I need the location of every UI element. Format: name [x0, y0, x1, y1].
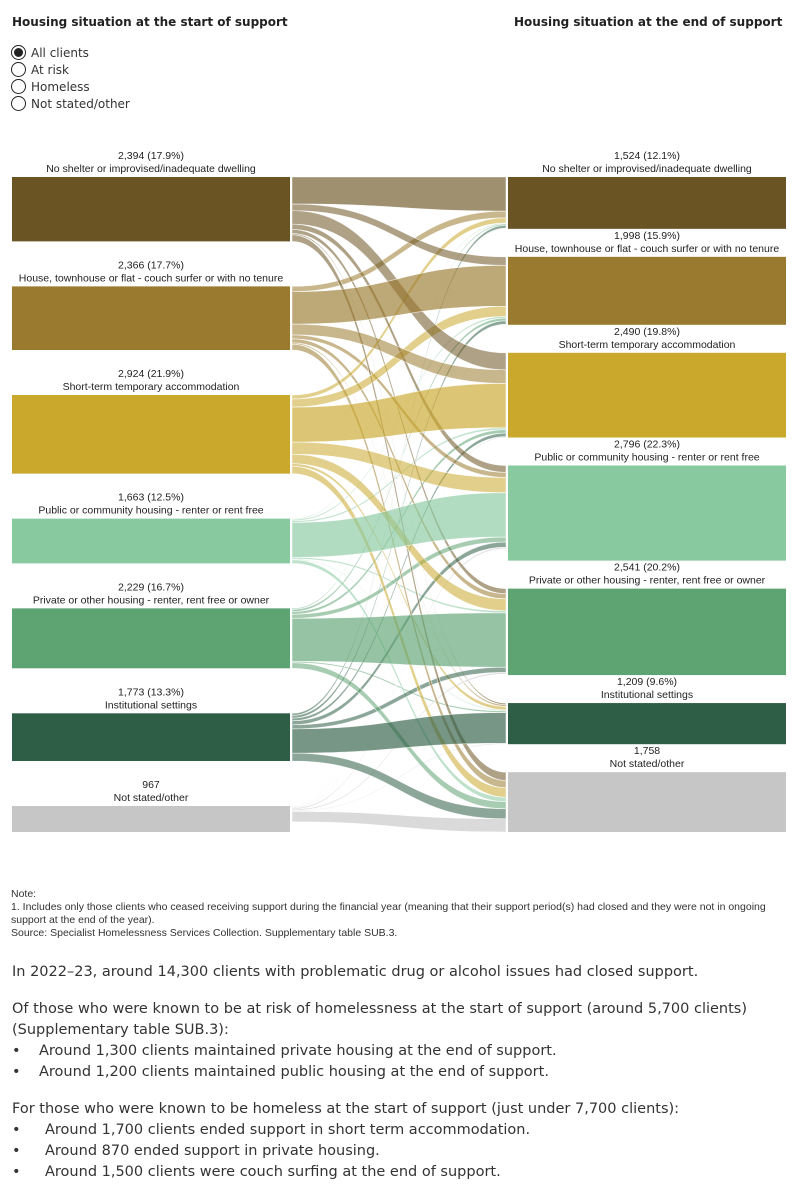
- flow-not_stated-to-institutional[interactable]: [291, 742, 507, 812]
- list-item: • Around 1,300 clients maintained private…: [12, 1041, 792, 1062]
- summary-paragraph-3: For those who were known to be homeless …: [12, 1101, 680, 1117]
- end-node-value-label: 1,209 (9.6%): [617, 676, 677, 688]
- end-node-couch_surfer[interactable]: [508, 256, 786, 325]
- flow-not_stated-to-not_stated[interactable]: [291, 811, 507, 833]
- sankey-nodes: [12, 177, 786, 832]
- end-node-value-label: 1,524 (12.1%): [614, 150, 680, 162]
- end-node-private[interactable]: [508, 588, 786, 676]
- end-node-category-label: Public or community housing - renter or …: [534, 452, 759, 464]
- bullet-glyph: •: [12, 1043, 21, 1059]
- start-node-value-label: 1,773 (13.3%): [118, 686, 184, 698]
- bullet-glyph: •: [12, 1122, 21, 1138]
- radio-icon: [11, 96, 26, 111]
- end-node-value-label: 2,490 (19.8%): [614, 326, 680, 338]
- bullet-glyph: •: [12, 1143, 21, 1159]
- end-node-no_shelter[interactable]: [508, 177, 786, 229]
- flow-private-to-private[interactable]: [291, 612, 507, 668]
- end-node-category-label: No shelter or improvised/inadequate dwel…: [542, 163, 752, 175]
- summary-paragraph-2: Of those who were known to be at risk of…: [12, 1001, 748, 1038]
- filter-option-label: Not stated/other: [31, 96, 130, 111]
- end-node-public[interactable]: [508, 465, 786, 561]
- filter-option-label: At risk: [31, 62, 69, 77]
- source-note: Source: Specialist Homelessness Services…: [11, 927, 398, 939]
- start-node-category-label: Private or other housing - renter, rent …: [33, 594, 270, 606]
- start-node-short_term[interactable]: [12, 395, 290, 474]
- start-node-not_stated[interactable]: [12, 805, 290, 832]
- sankey-chart: 2,394 (17.9%)No shelter or improvised/in…: [12, 150, 786, 833]
- sankey-labels: 2,394 (17.9%)No shelter or improvised/in…: [19, 150, 780, 804]
- filter-option-label: All clients: [31, 45, 89, 60]
- start-node-category-label: Public or community housing - renter or …: [38, 505, 263, 517]
- bullet-text: Around 1,300 clients maintained private …: [39, 1043, 557, 1059]
- end-node-category-label: House, townhouse or flat - couch surfer …: [515, 243, 780, 255]
- filter-option-at-risk[interactable]: At risk: [11, 61, 130, 78]
- end-node-value-label: 1,758: [634, 745, 660, 757]
- radio-icon: [11, 79, 26, 94]
- flow-public-to-public[interactable]: [291, 492, 507, 558]
- client-filter: All clients At risk Homeless Not stated/…: [11, 44, 130, 112]
- flow-couch_surfer-to-no_shelter[interactable]: [291, 210, 507, 293]
- filter-option-all-clients[interactable]: All clients: [11, 44, 130, 61]
- bullet-glyph: •: [12, 1164, 21, 1180]
- radio-icon: [11, 62, 26, 77]
- start-node-category-label: Not stated/other: [114, 792, 189, 804]
- start-node-category-label: House, townhouse or flat - couch surfer …: [19, 272, 284, 284]
- end-node-not_stated[interactable]: [508, 772, 786, 832]
- radio-icon: [11, 45, 26, 60]
- start-node-value-label: 2,366 (17.7%): [118, 259, 184, 271]
- note-heading: Note:: [11, 888, 37, 900]
- start-column-title: Housing situation at the start of suppor…: [12, 15, 288, 29]
- start-node-private[interactable]: [12, 608, 290, 669]
- end-column-title: Housing situation at the end of support: [514, 15, 783, 29]
- end-node-category-label: Private or other housing - renter, rent …: [529, 575, 766, 587]
- flow-institutional-to-private[interactable]: [291, 666, 507, 730]
- bullet-text: Around 1,200 clients maintained public h…: [39, 1064, 549, 1080]
- filter-option-not-stated[interactable]: Not stated/other: [11, 95, 130, 112]
- sankey-flows: [291, 176, 507, 833]
- filter-option-label: Homeless: [31, 79, 90, 94]
- end-node-category-label: Short-term temporary accommodation: [559, 339, 736, 351]
- filter-option-homeless[interactable]: Homeless: [11, 78, 130, 95]
- start-node-no_shelter[interactable]: [12, 177, 290, 242]
- start-node-value-label: 1,663 (12.5%): [118, 492, 184, 504]
- flow-no_shelter-to-no_shelter[interactable]: [291, 176, 507, 212]
- start-node-value-label: 2,229 (16.7%): [118, 581, 184, 593]
- flow-short_term-to-short_term[interactable]: [291, 383, 507, 443]
- end-node-value-label: 2,796 (22.3%): [614, 439, 680, 451]
- bullet-text: Around 1,500 clients were couch surfing …: [45, 1164, 501, 1180]
- bullet-glyph: •: [12, 1064, 21, 1080]
- summary-paragraph-1: In 2022–23, around 14,300 clients with p…: [12, 964, 699, 980]
- list-item: • Around 1,700 clients ended support in s…: [12, 1120, 792, 1141]
- end-node-category-label: Institutional settings: [601, 689, 693, 701]
- flow-institutional-to-institutional[interactable]: [291, 712, 507, 754]
- end-node-category-label: Not stated/other: [610, 758, 685, 770]
- start-node-value-label: 967: [142, 779, 160, 791]
- end-node-short_term[interactable]: [508, 352, 786, 438]
- start-node-category-label: Short-term temporary accommodation: [63, 381, 240, 393]
- radio-selected-dot: [14, 48, 23, 57]
- start-node-value-label: 2,394 (17.9%): [118, 150, 184, 162]
- end-node-value-label: 1,998 (15.9%): [614, 230, 680, 242]
- list-item: • Around 870 ended support in private hou…: [12, 1141, 792, 1162]
- end-node-value-label: 2,541 (20.2%): [614, 562, 680, 574]
- summary-text: In 2022–23, around 14,300 clients with p…: [12, 962, 792, 1183]
- start-node-institutional[interactable]: [12, 713, 290, 761]
- start-node-category-label: No shelter or improvised/inadequate dwel…: [46, 163, 256, 175]
- bullet-text: Around 870 ended support in private hous…: [45, 1143, 380, 1159]
- chart-notes: Note: 1. Includes only those clients who…: [11, 888, 791, 940]
- flow-couch_surfer-to-couch_surfer[interactable]: [291, 265, 507, 325]
- start-node-category-label: Institutional settings: [105, 699, 197, 711]
- list-item: • Around 1,500 clients were couch surfing…: [12, 1162, 792, 1183]
- note-1: 1. Includes only those clients who cease…: [11, 901, 766, 926]
- end-node-institutional[interactable]: [508, 703, 786, 745]
- start-node-public[interactable]: [12, 518, 290, 564]
- list-item: • Around 1,200 clients maintained public …: [12, 1062, 792, 1083]
- start-node-value-label: 2,924 (21.9%): [118, 368, 184, 380]
- start-node-couch_surfer[interactable]: [12, 286, 290, 351]
- bullet-text: Around 1,700 clients ended support in sh…: [45, 1122, 531, 1138]
